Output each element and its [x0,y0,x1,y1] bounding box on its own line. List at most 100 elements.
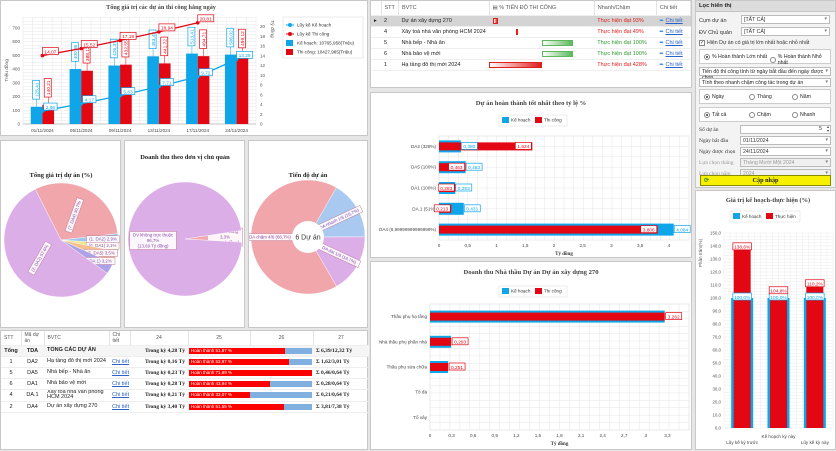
detail-link[interactable]: ➨ Chi tiết [656,26,691,38]
row-selector[interactable] [371,59,382,71]
col-header-3[interactable]: Nhanh/Chậm [594,1,657,16]
category-label: Nhà thầu phụ phần nhà [379,339,427,344]
detail-link[interactable]: ➨ Chi tiết [656,59,691,71]
plan-bar-label: 0,463 [465,162,483,171]
row-selector[interactable]: ▸ [371,15,382,27]
row-selector[interactable] [371,37,382,49]
detail-link[interactable] [109,345,130,357]
summary-col-header-6[interactable]: 26 [250,331,314,346]
plan-bar-label: 400,86 [71,42,79,62]
svg-text:0,293: 0,293 [454,340,466,346]
summary-col-header-1[interactable]: Mã dự án [21,331,45,346]
progress-row[interactable]: ▸ 2 Dự án xây dựng 270 Thực hiện đạt 93% ➨… [371,15,691,27]
plan-bar-label: 100,0% [732,292,752,301]
completion-bar-cell: Hoàn thành 33,07 % [188,389,313,402]
row-selector[interactable] [371,48,382,60]
summary-row[interactable]: 2 DA4 Dự án xây dựng 270 Chi tiết Trong … [1,401,369,413]
y-tick-label: 20,0 [712,400,721,405]
chart-legend: Lũy kế Kế hoạch Lũy kế Thi công Kế hoạch: … [282,16,364,59]
lua-chon-thang-select[interactable]: Tháng Mười Một 2024 [740,158,831,167]
summary-col-header-7[interactable]: 27 [313,331,370,346]
ngay-bat-dau-picker[interactable]: 01/11/2024 [740,136,831,145]
stt-cell: 5 [1,367,21,379]
radio-all[interactable]: Tất cả [704,112,726,118]
pie-total-value-panel: Tổng giá trị dự án (%) (7. DA4) 30,7% (1. … [0,140,121,328]
progress-row[interactable]: 4 Xây toà nhà văn phòng HCM 2024 Thực hiệ… [371,26,691,38]
calc-select[interactable]: Tính theo nhanh chậm công tác trong dự á… [699,78,831,87]
detail-link[interactable]: Chi tiết [109,356,130,368]
summary-col-header-3[interactable]: Chi tiết [109,331,131,346]
y2-tick-label: 14 [260,53,266,58]
daily-chart-panel: Tổng giá trị các dự án thi công hằng ngà… [0,0,368,136]
category-label: DA4 (6,99999999999999%) [379,227,436,232]
detail-link[interactable]: Chi tiết [109,401,130,413]
stt-cell: 5 [381,37,399,49]
radio-slow[interactable]: Chậm [749,112,771,118]
radio-day[interactable]: Ngày [704,94,724,100]
actual-bar [42,104,55,124]
dv-chu-quan-select[interactable]: [TẤT CẢ] [741,27,830,36]
summary-col-header-2[interactable]: BVTC [44,331,110,346]
radio-fast[interactable]: Nhanh [792,112,815,118]
progress-row[interactable]: 6 Nhà bảo vệ mới Thực hiện đạt 100% ➨ Chi… [371,48,691,60]
legend-label: Lũy kế Kế hoạch [297,23,332,28]
col-header-1[interactable]: BVTC [398,1,490,16]
col-header-0[interactable]: STT [381,1,399,16]
y-tick-label: 0,0 [715,426,722,431]
summary-row[interactable]: Tổng TDA TỔNG CÁC DỰ ÁN Trong kỳ 4,28 Tỷ… [1,345,369,357]
plan-bar-label: 100,0% [805,292,825,301]
detail-link[interactable]: ➨ Chi tiết [656,15,691,27]
plan-bar [108,65,121,124]
detail-link[interactable]: Chi tiết [109,389,130,402]
summary-col-header-4[interactable]: 24 [130,331,189,346]
summary-row[interactable]: 5 DA5 Nhà bếp - Nhà ăn Chi tiết Trong kỳ… [1,367,369,379]
detail-link[interactable]: ➨ Chi tiết [656,37,691,49]
progress-row[interactable]: 5 Nhà bếp - Nhà ăn Thực hiện đạt 100% ➨ C… [371,37,691,49]
summary-row[interactable]: 1 DA2 Hạ tầng đô thị mới 2024 Chi tiết T… [1,356,369,368]
summary-row[interactable]: 6 DA1 Nhà bảo vệ mới Chi tiết Trong kỳ 0… [1,378,369,390]
spinner-arrows-icon: ▴ ▾ [826,124,829,133]
svg-text:7,71: 7,71 [162,80,172,86]
cum-du-an-select[interactable]: [TẤT CẢ] [741,15,830,24]
minmax-checkbox[interactable]: ✓ Hiện Dự án có giá trị lớn nhất hoặc nh… [699,40,835,46]
legend-swatch [733,213,740,219]
summary-col-header-5[interactable]: 25 [188,331,251,346]
ngay-duoc-chon-picker[interactable]: 24/11/2024 [740,147,831,156]
mode-select[interactable]: Tiến độ thi công tính từ ngày bắt đầu đế… [699,67,831,81]
period-value-cell: Trong kỳ 0,23 Tỷ [130,367,188,379]
x-tick-label: 4 [668,243,671,248]
project-name-cell: Nhà bảo vệ mới [398,48,490,60]
radio-min-complete[interactable]: % Hoàn thành Nhỏ nhất [770,54,830,66]
y-axis-label: Phần trăm(%) [698,238,703,267]
radio-year[interactable]: Năm [792,94,811,100]
completion-bar-cell: Hoàn thành 53,97 % [188,356,313,368]
category-label: DA1 (100%) [411,186,436,191]
radio-max-complete[interactable]: % Hoàn thành Lớn nhất [704,54,767,60]
actual-bar-label: 432,55 [121,38,130,58]
detail-link[interactable]: ➨ Chi tiết [656,48,691,60]
col-header-4[interactable]: Chi tiết [656,1,692,16]
actual-bar-label: 499,12 [238,28,246,49]
col-header-2[interactable]: ▤ % TIẾN ĐỘ THI CÔNG [489,1,595,16]
update-button[interactable]: ⟳ Cập nhập [700,175,831,186]
so-du-an-spinner[interactable]: 5 ▴ ▾ [740,125,831,134]
best-projects-chart: Dự án hoàn thành tốt nhất theo tỷ lệ % Kế… [379,100,691,257]
chart-legend: Kế hoạch Thi công [498,114,568,127]
project-code-cell: DA1 [21,378,44,390]
legend-label: Thi công: 10427,985(Triệu) [297,50,353,55]
detail-link[interactable]: Chi tiết [109,367,130,379]
x-tick-label: Lũy kế kỳ trước [726,440,759,445]
chart-title: Dự án hoàn thành tốt nhất theo tỷ lệ % [476,100,586,107]
row-selector[interactable] [371,26,382,38]
progress-row[interactable]: 1 Hạ tầng đô thị mới 2024 Thực hiện đạt 4… [371,59,691,71]
radio-month[interactable]: Tháng [749,94,772,100]
plan-bar-label: 426,37 [109,38,118,59]
summary-row[interactable]: 4 DA.1 Xây toà nhà văn phòng HCM 2024 Ch… [1,389,369,402]
y-tick-label: 60,0 [712,348,721,353]
y-tick-label: 70,0 [712,335,721,340]
svg-text:(13,69 Tỷ đồng): (13,69 Tỷ đồng) [138,243,169,248]
summary-col-header-0[interactable]: STT [1,331,22,346]
detail-link[interactable]: Chi tiết [109,378,130,390]
x-tick-label: 3 [645,433,648,438]
svg-text:513,41: 513,41 [190,29,196,44]
